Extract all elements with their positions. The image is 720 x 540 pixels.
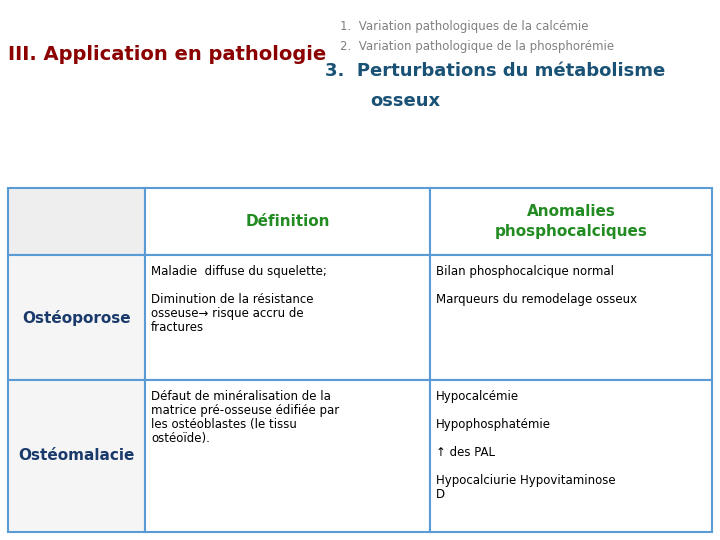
Text: ↑ des PAL: ↑ des PAL bbox=[436, 446, 495, 459]
Bar bbox=[8, 380, 145, 532]
Text: D: D bbox=[436, 488, 445, 501]
Bar bbox=[145, 188, 430, 255]
Text: 3.  Perturbations du métabolisme: 3. Perturbations du métabolisme bbox=[325, 62, 665, 80]
Bar bbox=[430, 255, 712, 380]
Text: fractures: fractures bbox=[151, 321, 204, 334]
Bar bbox=[145, 255, 430, 380]
Bar bbox=[8, 188, 145, 255]
Text: Anomalies
phosphocalciques: Anomalies phosphocalciques bbox=[495, 204, 647, 239]
Text: Hypophosphatémie: Hypophosphatémie bbox=[436, 418, 551, 431]
Text: ostéoïde).: ostéoïde). bbox=[151, 432, 210, 445]
Bar bbox=[8, 255, 145, 380]
Text: Maladie  diffuse du squelette;: Maladie diffuse du squelette; bbox=[151, 265, 327, 278]
Text: 2.  Variation pathologique de la phosphorémie: 2. Variation pathologique de la phosphor… bbox=[340, 40, 614, 53]
Text: Ostéoporose: Ostéoporose bbox=[22, 309, 131, 326]
Text: Défaut de minéralisation de la: Défaut de minéralisation de la bbox=[151, 390, 331, 403]
Text: osseux: osseux bbox=[370, 92, 440, 110]
Text: matrice pré-osseuse édifiée par: matrice pré-osseuse édifiée par bbox=[151, 404, 339, 417]
Text: Marqueurs du remodelage osseux: Marqueurs du remodelage osseux bbox=[436, 293, 637, 306]
Bar bbox=[430, 188, 712, 255]
Text: Bilan phosphocalcique normal: Bilan phosphocalcique normal bbox=[436, 265, 614, 278]
Text: osseuse→ risque accru de: osseuse→ risque accru de bbox=[151, 307, 304, 320]
Text: les ostéoblastes (le tissu: les ostéoblastes (le tissu bbox=[151, 418, 297, 431]
Bar bbox=[145, 380, 430, 532]
Text: Définition: Définition bbox=[246, 214, 330, 229]
Text: Ostéomalacie: Ostéomalacie bbox=[18, 449, 135, 463]
Text: Hypocalcémie: Hypocalcémie bbox=[436, 390, 519, 403]
Text: Hypocalciurie Hypovitaminose: Hypocalciurie Hypovitaminose bbox=[436, 474, 616, 487]
Text: 1.  Variation pathologiques de la calcémie: 1. Variation pathologiques de la calcémi… bbox=[340, 20, 588, 33]
Bar bbox=[430, 380, 712, 532]
Text: III. Application en pathologie: III. Application en pathologie bbox=[8, 45, 326, 64]
Text: Diminution de la résistance: Diminution de la résistance bbox=[151, 293, 313, 306]
